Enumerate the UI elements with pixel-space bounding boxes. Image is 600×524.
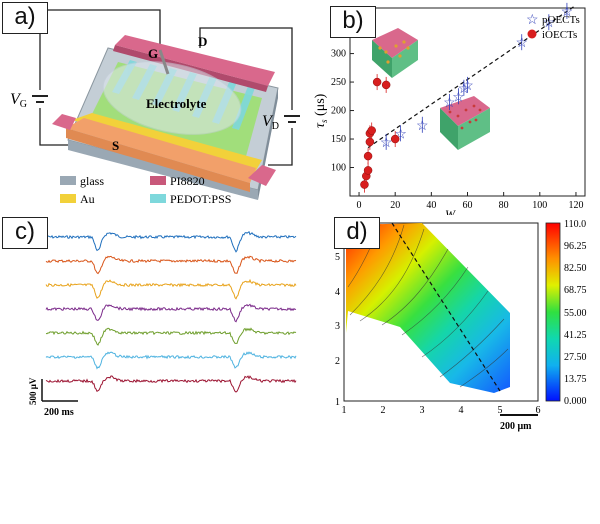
data-point-poect: ☆ [461,79,474,94]
x-tick-label: 40 [426,200,436,211]
y-tick-label: 150 [331,134,346,145]
data-point-ioect [363,151,373,161]
svg-text:41.25: 41.25 [564,330,587,341]
y-ticks: 1 2 3 4 5 [335,252,340,408]
x-tick-label: 20 [390,200,400,211]
y-tick-label: 100 [331,163,346,174]
y-tick-label: 250 [331,77,346,88]
svg-text:0.000: 0.000 [564,396,587,407]
data-point-poect: ☆ [458,82,471,97]
svg-text:6: 6 [536,405,541,416]
panel-c: c) 500 μV 200 ms [0,215,300,435]
svg-text:1: 1 [342,405,347,416]
legend-star-marker: ☆ [526,13,539,28]
svg-text:13.75: 13.75 [564,374,587,385]
svg-text:4: 4 [459,405,464,416]
panel-d: 1 2 3 4 5 6 1 2 3 4 5 200 μm 110.0 96.25… [300,215,600,435]
device-schematic: G D S Electrolyte VG VD glass PI8820 Au … [10,9,300,206]
panel-b: 0 20 40 60 80 100 120 100 150 200 250 300 ☆ ☆ ☆ ☆ ☆ ☆ ☆ ☆ ☆… [300,0,600,221]
data-point-poect: ☆ [452,90,465,105]
y-axis-label: τs (μs) [313,93,329,128]
svg-text:2: 2 [381,405,386,416]
data-point-ioect [381,80,391,90]
y-tick-label: 200 [331,106,346,117]
svg-text:5: 5 [498,405,503,416]
signal-trace [45,255,297,275]
electrolyte-label: Electrolyte [146,96,207,111]
svg-text:96.25: 96.25 [564,241,587,252]
panel-d-label: d) [334,217,380,249]
material-legend: glass PI8820 Au PEDOT:PSS [60,174,231,206]
data-point-ioect [367,126,376,135]
x-axis-label: W [445,207,456,215]
gate-label: G [148,46,158,61]
svg-text:55.00: 55.00 [564,308,587,319]
svg-text:110.0: 110.0 [564,219,586,230]
svg-text:4: 4 [335,287,340,298]
source-label: S [112,138,119,153]
legend-ioects: iOECTs [542,29,577,41]
y-tick-label: 300 [331,49,346,60]
signal-trace [45,327,297,346]
legend-pedot: PEDOT:PSS [170,192,231,206]
data-point-poect: ☆ [443,96,456,111]
contour-lines [347,224,509,388]
scalebar-v-label: 500 μV [28,377,38,405]
svg-text:3: 3 [335,321,340,332]
signal-traces: 500 μV 200 ms [28,231,297,418]
panel-a: a) [0,0,300,215]
dashed-cut-line [391,222,501,392]
svg-text:82.50: 82.50 [564,263,587,274]
data-point-ioect [372,77,382,87]
signal-trace [45,303,297,323]
data-point-poect: ☆ [515,36,528,51]
colorbar-labels: 110.0 96.25 82.50 68.75 55.00 41.25 27.5… [564,219,587,407]
signal-trace [45,278,297,300]
x-tick-label: 80 [499,200,509,211]
colorbar [545,222,561,402]
svg-text:68.75: 68.75 [564,285,587,296]
signal-trace [45,351,297,370]
signal-trace [45,375,297,393]
data-point-ioect [390,134,400,144]
chart-legend: ☆ pOECTs iOECTs [526,13,580,41]
data-point-poect: ☆ [561,5,574,20]
contour-fill [346,223,510,393]
vd-label: VD [262,113,279,132]
panel-b-label: b) [330,6,376,38]
scalebar-h-label: 200 ms [44,407,74,418]
pOECT-inset-illustration [372,28,490,150]
legend-au: Au [80,192,95,206]
svg-text:5: 5 [335,252,340,263]
data-point-ioect [360,180,369,189]
map-scalebar-label: 200 μm [500,421,532,432]
legend-glass: glass [80,174,104,188]
data-point-ioect [363,166,373,175]
panel-a-label: a) [2,2,48,34]
x-tick-label: 100 [532,200,547,211]
panel-c-label: c) [2,217,48,249]
svg-text:1: 1 [335,397,340,408]
svg-text:27.50: 27.50 [564,352,587,363]
vg-label: VG [10,91,27,110]
legend-pi8820: PI8820 [170,174,205,188]
legend-poects: pOECTs [542,14,580,26]
drain-label: D [198,34,207,49]
contour-map: 1 2 3 4 5 6 1 2 3 4 5 200 μm 110.0 96.25… [335,219,587,432]
signal-trace [45,231,297,253]
x-ticks: 1 2 3 4 5 6 [342,405,541,416]
legend-ball-marker [527,29,537,39]
svg-text:3: 3 [420,405,425,416]
data-point-poect: ☆ [416,119,429,134]
x-tick-label: 120 [568,200,583,211]
data-point-poect: ☆ [543,16,556,31]
x-tick-label: 60 [463,200,473,211]
x-tick-label: 0 [357,200,362,211]
data-point-poect: ☆ [380,136,393,151]
svg-text:2: 2 [335,356,340,367]
